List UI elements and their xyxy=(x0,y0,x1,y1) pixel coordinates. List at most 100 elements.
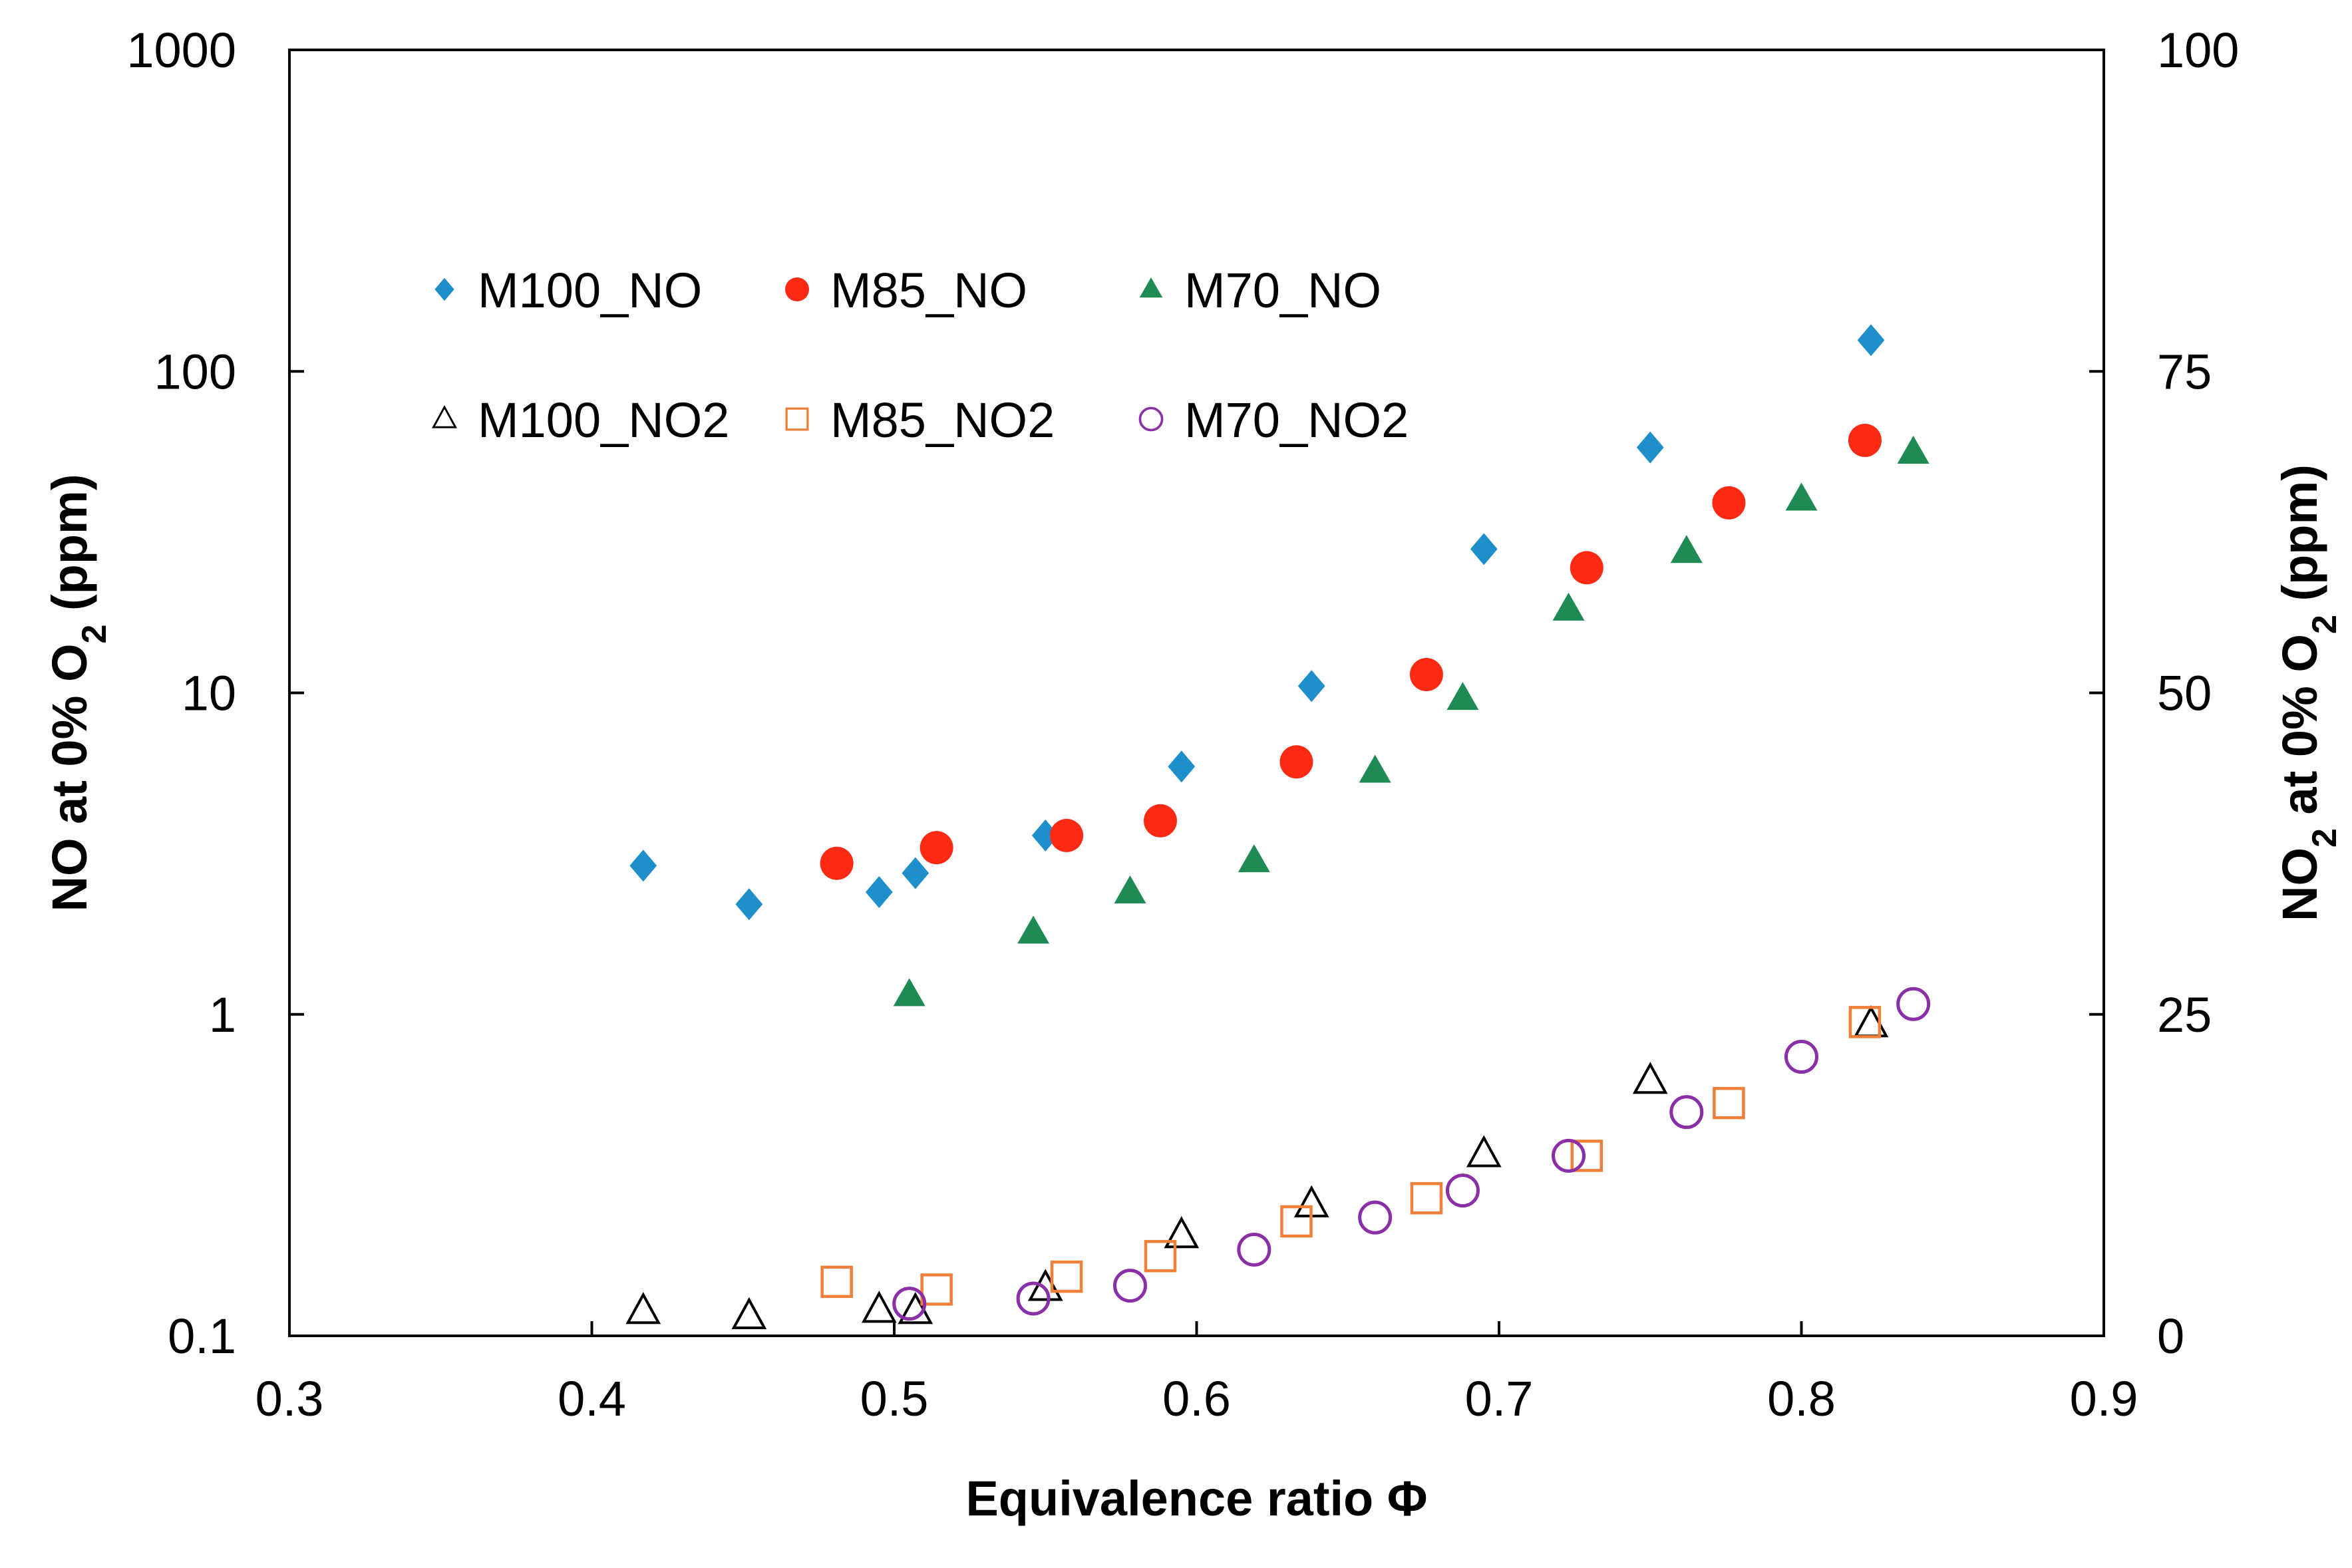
data-point-M70_NO2 xyxy=(1552,1138,1586,1173)
data-point-M70_NO2 xyxy=(1237,1232,1271,1267)
legend-item-M70_NO: M70_NO xyxy=(1139,263,1381,318)
series-M70_NO xyxy=(893,435,1930,1007)
data-point-M85_NO xyxy=(1848,423,1882,457)
legend: M100_NO M85_NO M70_NO M100_NO2 M85_NO2 M70_NO… xyxy=(432,263,1409,448)
data-point-M70_NO2 xyxy=(892,1287,927,1321)
data-point-M70_NO xyxy=(1670,535,1703,563)
data-point-M85_NO xyxy=(1143,804,1177,838)
data-point-M100_NO xyxy=(902,857,929,889)
legend-label: M85_NO2 xyxy=(830,392,1055,448)
data-point-M100_NO2 xyxy=(1027,1269,1063,1301)
x-axis: 0.3 0.4 0.5 0.6 0.7 0.8 0.9 xyxy=(255,1321,2138,1426)
data-point-M100_NO2 xyxy=(731,1297,767,1330)
data-point-M70_NO2 xyxy=(1445,1174,1480,1208)
data-point-M100_NO xyxy=(1636,431,1664,464)
legend-item-M85_NO2: M85_NO2 xyxy=(785,392,1055,448)
x-axis-title: Equivalence ratio Φ xyxy=(965,1471,1427,1526)
x-tick-label: 0.9 xyxy=(2070,1371,2138,1426)
data-point-M70_NO xyxy=(1114,875,1146,904)
data-point-M100_NO2 xyxy=(1853,1005,1889,1038)
legend-label: M70_NO2 xyxy=(1184,392,1409,448)
y-axis-title: NO at 0% O2 (ppm) xyxy=(42,474,114,912)
x-tick-label: 0.7 xyxy=(1465,1371,1534,1426)
y-axis-right: 0 25 50 75 100 xyxy=(2089,23,2239,1364)
series-M70_NO2 xyxy=(892,987,1931,1321)
legend-label: M85_NO xyxy=(830,263,1027,318)
data-point-M100_NO xyxy=(1168,750,1196,783)
legend-item-M85_NO: M85_NO xyxy=(785,263,1027,318)
data-point-M100_NO2 xyxy=(1632,1062,1668,1094)
data-point-M70_NO2 xyxy=(1113,1269,1148,1303)
series-M85_NO xyxy=(820,423,1882,880)
x-tick-label: 0.6 xyxy=(1162,1371,1231,1426)
legend-label: M70_NO xyxy=(1184,263,1381,318)
data-point-M85_NO2 xyxy=(1050,1260,1083,1293)
y-tick-label: 10 xyxy=(182,666,236,721)
x-tick-label: 0.3 xyxy=(255,1371,324,1426)
legend-marker xyxy=(1138,406,1164,432)
data-point-M100_NO xyxy=(629,850,657,882)
data-point-M85_NO xyxy=(1409,658,1443,692)
data-point-M70_NO2 xyxy=(1358,1200,1393,1235)
data-point-M100_NO xyxy=(865,876,893,909)
legend-label: M100_NO xyxy=(478,263,702,318)
data-point-M85_NO xyxy=(920,831,953,865)
data-point-M70_NO2 xyxy=(1896,987,1931,1021)
data-point-M85_NO xyxy=(1050,818,1084,852)
data-point-M70_NO2 xyxy=(1016,1281,1051,1316)
legend-marker xyxy=(1139,277,1163,298)
data-point-M85_NO xyxy=(1570,551,1603,585)
data-point-M85_NO2 xyxy=(820,1265,853,1299)
data-point-M85_NO xyxy=(1712,486,1746,520)
data-point-M100_NO2 xyxy=(625,1292,661,1325)
y-tick-label: 1 xyxy=(209,987,236,1042)
y2-tick-label: 50 xyxy=(2157,666,2212,721)
series-M85_NO2 xyxy=(820,1006,1882,1306)
data-point-M85_NO2 xyxy=(1280,1205,1313,1238)
data-point-M70_NO2 xyxy=(1784,1040,1818,1074)
legend-label: M100_NO2 xyxy=(478,392,729,448)
data-point-M70_NO xyxy=(1552,592,1585,621)
y2-tick-label: 0 xyxy=(2157,1309,2184,1364)
legend-item-M70_NO2: M70_NO2 xyxy=(1138,392,1409,448)
data-point-M70_NO xyxy=(1238,844,1270,873)
data-point-M100_NO xyxy=(1857,324,1885,357)
data-point-M100_NO2 xyxy=(861,1291,897,1323)
legend-marker xyxy=(432,405,457,428)
data-point-M70_NO xyxy=(1446,682,1479,710)
plot-area xyxy=(288,49,2105,1337)
data-point-M85_NO2 xyxy=(1848,1006,1882,1038)
data-point-M100_NO xyxy=(735,888,763,921)
data-point-M85_NO xyxy=(1279,745,1313,779)
data-point-M85_NO2 xyxy=(920,1273,953,1306)
x-tick-label: 0.8 xyxy=(1767,1371,1836,1426)
data-point-M100_NO xyxy=(1470,533,1498,565)
data-point-M85_NO xyxy=(820,846,854,880)
y-tick-label: 0.1 xyxy=(168,1309,236,1364)
data-point-M70_NO xyxy=(1359,754,1391,783)
data-point-M70_NO xyxy=(1785,482,1818,511)
series-M100_NO2 xyxy=(625,1005,1889,1330)
data-point-M100_NO2 xyxy=(1466,1135,1502,1168)
y-axis-left: 0.1 1 10 100 1000 xyxy=(126,23,304,1364)
data-point-M70_NO2 xyxy=(1669,1095,1704,1130)
legend-marker xyxy=(785,407,809,431)
x-tick-label: 0.5 xyxy=(860,1371,929,1426)
legend-item-M100_NO2: M100_NO2 xyxy=(432,392,729,448)
legend-marker xyxy=(434,277,454,301)
data-point-M85_NO2 xyxy=(1713,1086,1745,1120)
y-tick-label: 100 xyxy=(154,344,236,399)
y2-tick-label: 100 xyxy=(2157,23,2239,78)
data-point-M85_NO2 xyxy=(1410,1181,1443,1215)
y-tick-label: 1000 xyxy=(126,23,236,78)
data-point-M70_NO xyxy=(1897,435,1930,464)
x-tick-label: 0.4 xyxy=(558,1371,626,1426)
data-point-M100_NO xyxy=(1297,670,1325,703)
series-M100_NO xyxy=(629,324,1885,921)
data-point-M70_NO xyxy=(893,978,925,1007)
legend-marker xyxy=(785,277,809,301)
y2-tick-label: 75 xyxy=(2157,344,2212,399)
data-point-M100_NO2 xyxy=(1164,1216,1200,1249)
legend-item-M100_NO: M100_NO xyxy=(434,263,702,318)
